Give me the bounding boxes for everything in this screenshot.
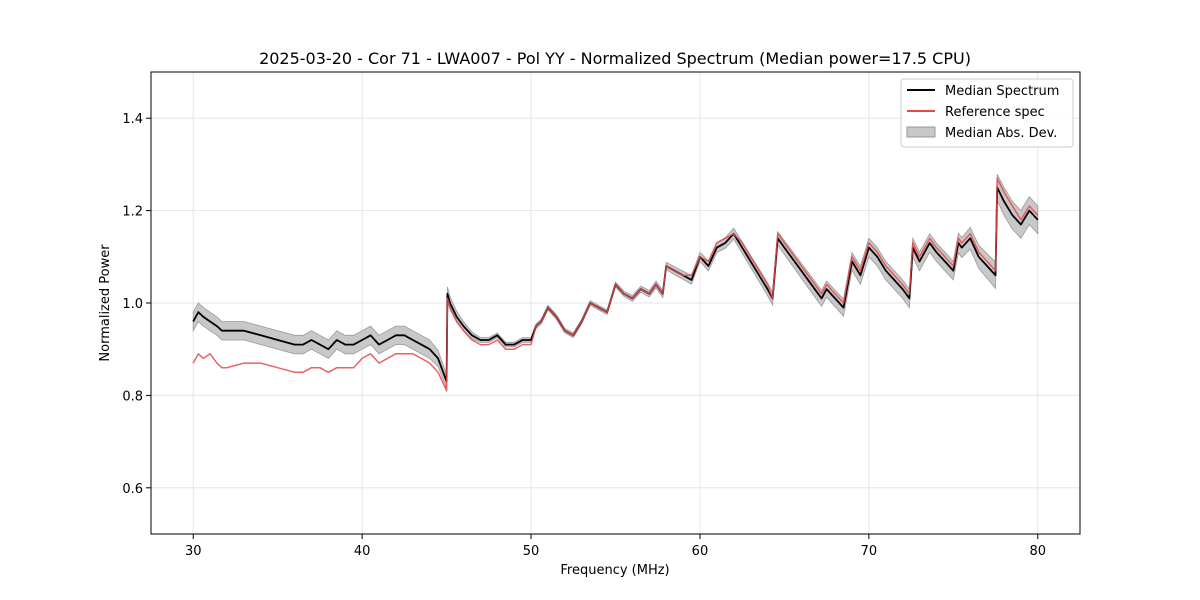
legend-box [900, 78, 1074, 148]
x-tick-label: 40 [354, 544, 371, 559]
legend-swatch-median-abs-dev [906, 126, 936, 138]
y-tick-label: 1.4 [122, 112, 143, 127]
x-tick-label: 30 [185, 544, 202, 559]
x-axis-label: Frequency (MHz) [560, 563, 669, 578]
y-tick-label: 1.0 [122, 297, 143, 312]
x-tick-label: 70 [861, 544, 878, 559]
plot-area [192, 174, 1039, 392]
y-tick-label: 1.2 [122, 205, 143, 220]
y-tick-label: 0.8 [122, 389, 143, 404]
legend-label-median-abs-dev: Median Abs. Dev. [945, 126, 1057, 141]
x-tick-label: 80 [1029, 544, 1046, 559]
x-tick-label: 60 [692, 544, 709, 559]
x-tick-label: 50 [523, 544, 540, 559]
y-axis-label: Normalized Power [98, 244, 113, 362]
reference-spec-line [192, 177, 1039, 392]
legend-label-reference-spec: Reference spec [945, 105, 1045, 120]
legend-label-median-spectrum: Median Spectrum [945, 84, 1059, 99]
legend: Median Spectrum Reference spec Median Ab… [900, 78, 1074, 148]
y-tick-label: 0.6 [122, 482, 143, 497]
chart-title: 2025-03-20 - Cor 71 - LWA007 - Pol YY - … [259, 49, 971, 68]
axis-ticks: 30 40 50 60 70 80 0.6 0.8 1.0 1.2 1.4 [122, 112, 1046, 559]
